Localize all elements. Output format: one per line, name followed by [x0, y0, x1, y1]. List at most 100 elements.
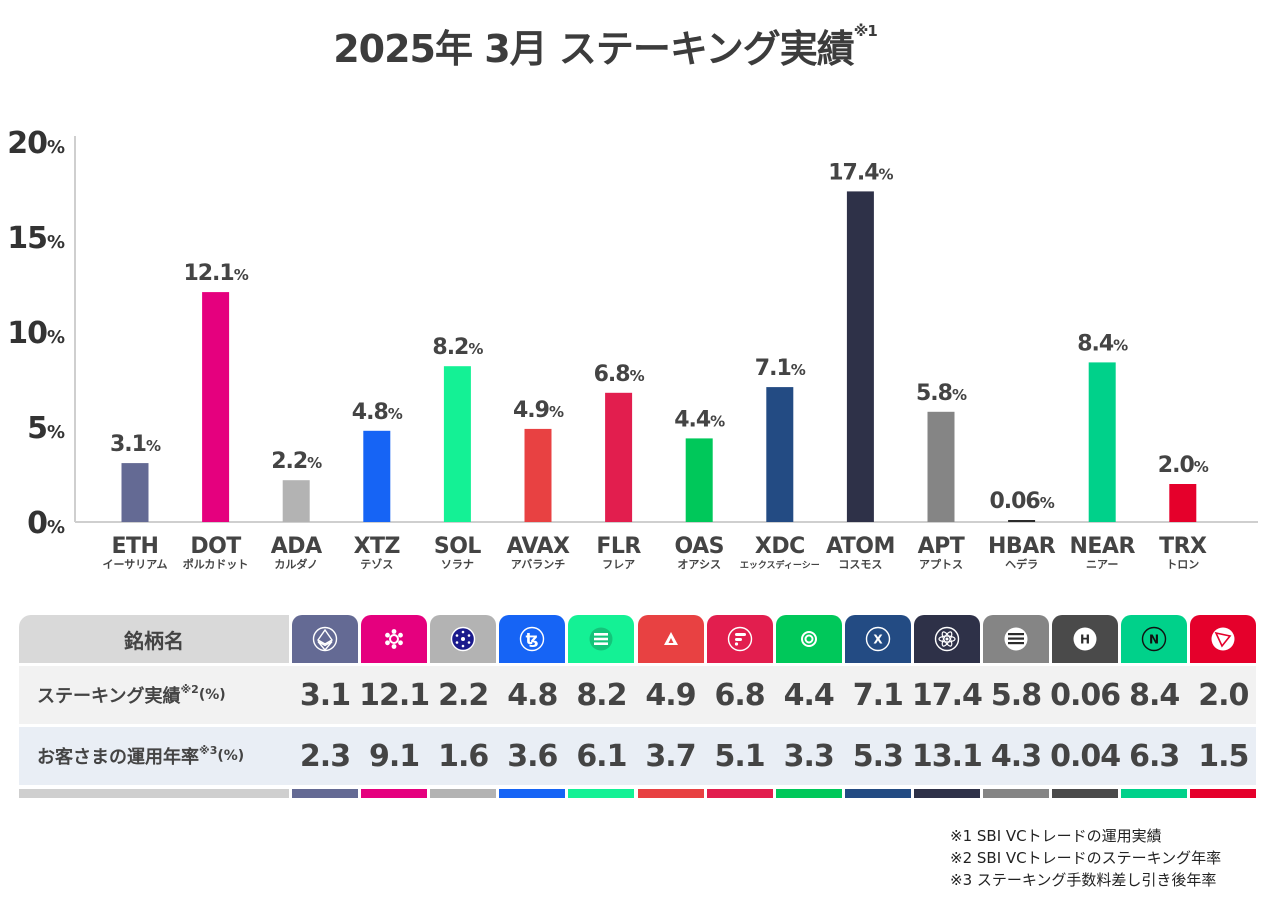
data-label: 12.1% [183, 261, 248, 286]
x-tick-kana: コスモス [838, 558, 882, 571]
x-tick-label: SOL [434, 534, 482, 559]
coin-header-cell [1190, 615, 1257, 663]
near-icon: N [1141, 626, 1167, 652]
oas-icon [800, 631, 817, 647]
coin-header-cell [430, 615, 497, 663]
color-strip [430, 789, 497, 798]
table-cell-value: 4.8 [507, 677, 558, 713]
coin-header-cell [361, 615, 428, 663]
atom-icon [934, 626, 960, 652]
y-tick-label: 0% [27, 506, 65, 541]
footnote-2: ※2 SBI VCトレードのステーキング年率 [950, 849, 1222, 867]
bar-eth [121, 463, 149, 522]
data-label: 8.2% [432, 335, 483, 360]
footnote-3: ※3 ステーキング手数料差し引き後年率 [950, 871, 1217, 889]
color-strip [568, 789, 635, 798]
x-tick-label: NEAR [1069, 534, 1135, 559]
x-tick-kana: フレア [602, 558, 635, 571]
hbar-icon: H [1073, 627, 1097, 651]
x-tick-kana: アプトス [919, 557, 963, 571]
coin-header-cell: H [1052, 615, 1119, 663]
table-cell-value: 4.3 [990, 738, 1042, 774]
avax-icon [663, 632, 678, 645]
data-label: 4.8% [352, 400, 403, 425]
row-label: お客さまの運用年率 ※3 (%) [19, 727, 289, 785]
table-cell-value: 5.8 [990, 677, 1042, 713]
table-cell-value: 3.7 [645, 738, 696, 774]
x-tick-label: TRX [1159, 534, 1207, 559]
y-tick-label: 20% [7, 126, 65, 161]
coin-header-cell: X [844, 615, 911, 663]
bar-near [1088, 362, 1116, 522]
footnote-1: ※1 SBI VCトレードの運用実績 [950, 827, 1162, 845]
apt-icon [1004, 627, 1028, 651]
table-cell-value: 2.2 [438, 677, 489, 713]
bar-sol [443, 366, 471, 522]
data-label: 17.4% [828, 160, 893, 185]
coin-header-cell: ꜩ [499, 615, 566, 663]
bar-atom [846, 191, 874, 522]
table-cell-value: 7.1 [852, 677, 904, 713]
x-tick-kana: ニアー [1086, 558, 1118, 571]
table-cell-value: 8.4 [1129, 677, 1180, 713]
bar-avax [524, 428, 552, 522]
color-strip [844, 789, 911, 798]
coin-header-cell: N [1121, 615, 1188, 663]
table-cell-value: 1.5 [1198, 738, 1249, 774]
color-strip [292, 789, 358, 798]
x-tick-label: DOT [190, 534, 241, 559]
svg-text:X: X [873, 633, 883, 647]
svg-text:H: H [1080, 633, 1090, 647]
bar-trx [1169, 484, 1197, 522]
bar-oas [685, 438, 713, 522]
eth-icon [312, 626, 338, 652]
bar-dot [202, 292, 230, 522]
row-label: ステーキング実績 ※2 (%) [19, 666, 289, 724]
table-cell-value: 17.4 [911, 677, 983, 713]
x-tick-label: ATOM [826, 534, 895, 559]
x-tick-kana: トロン [1166, 558, 1199, 571]
trx-icon [1211, 627, 1235, 651]
table-cell-value: 8.2 [576, 677, 627, 713]
title-note-mark: ※1 [853, 22, 878, 40]
table-cell-value: 3.1 [299, 677, 351, 713]
row-label-note: ※2 [180, 682, 199, 696]
data-label: 7.1% [755, 356, 806, 381]
color-strip [1052, 789, 1119, 798]
table-cell-value: 6.1 [576, 738, 627, 774]
x-tick-kana: ポルカドット [183, 557, 249, 571]
bar-ada [282, 480, 310, 522]
chart-title-text: 2025年 3月 ステーキング実績 [333, 27, 855, 71]
sol-icon [589, 627, 613, 651]
data-label: 2.2% [271, 449, 322, 474]
x-tick-label: APT [918, 534, 965, 559]
y-tick-label: 5% [27, 411, 65, 446]
table-cell-value: 13.1 [911, 738, 983, 774]
color-strip [706, 789, 773, 798]
coin-header-cell [775, 615, 842, 663]
data-label: 8.4% [1077, 331, 1128, 356]
bar-hbar [1008, 520, 1036, 522]
row-label-text: お客さまの運用年率 [37, 747, 199, 768]
table-cell-value: 6.3 [1129, 738, 1180, 774]
table-cell-value: 5.3 [852, 738, 904, 774]
table-row [19, 666, 1257, 724]
coin-header-cell [913, 615, 980, 663]
color-strip [775, 789, 842, 798]
coin-header-cell [637, 615, 704, 663]
data-label: 3.1% [110, 432, 161, 457]
x-tick-kana: エックスディーシー [740, 559, 820, 571]
x-tick-kana: テゾス [360, 557, 393, 571]
x-tick-label: HBAR [988, 534, 1056, 559]
flr-icon [727, 626, 752, 652]
data-label: 4.4% [674, 407, 725, 432]
table-cell-value: 12.1 [359, 677, 430, 713]
color-strip [1121, 789, 1188, 798]
table-cell-value: 0.06 [1050, 677, 1121, 713]
x-tick-kana: ソラナ [441, 558, 474, 571]
bar-apt [927, 411, 955, 522]
row-label-unit: (%) [198, 687, 226, 703]
svg-text:N: N [1149, 633, 1159, 647]
x-tick-kana: オアシス [677, 558, 721, 571]
